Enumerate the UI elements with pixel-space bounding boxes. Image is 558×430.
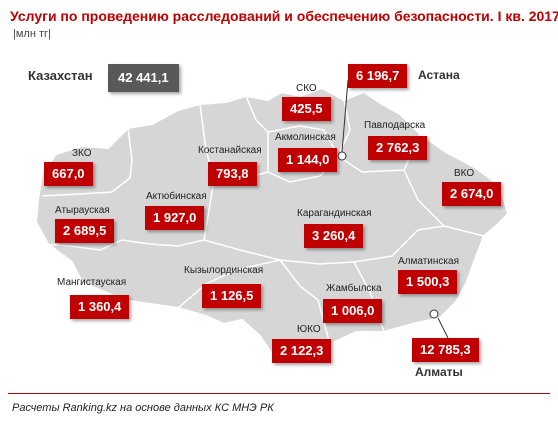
border-aktobe-south (121, 239, 205, 247)
value-pavlodar: 2 762,3 (368, 136, 428, 160)
footer-divider (8, 393, 550, 394)
unit-text: млн тг (15, 28, 49, 40)
border-vko (403, 169, 485, 237)
border-karaganda-south (203, 225, 445, 265)
chart-title: Услуги по проведению расследований и обе… (10, 8, 558, 24)
region-sko: СКО (296, 83, 317, 94)
region-pavlodar: Павлодарска (364, 120, 426, 131)
value-kostanay: 793,8 (208, 162, 257, 186)
region-astana: Астана (418, 68, 460, 82)
value-astana: 6 196,7 (348, 64, 408, 88)
kazakhstan-value: 42 441,1 (108, 64, 179, 92)
border-kostanay-sko (245, 95, 269, 133)
value-vko: 2 674,0 (442, 182, 502, 206)
value-kyzylorda: 1 126,5 (202, 284, 262, 308)
value-zhambyl: 1 006,0 (323, 299, 383, 323)
region-almaty-city: Алматы (415, 365, 463, 379)
source-note: Расчеты Ranking.kz на основе данных КС М… (12, 402, 274, 414)
value-zko: 667,0 (44, 162, 93, 186)
value-aktobe: 1 927,0 (145, 206, 205, 230)
value-atyrau: 2 689,5 (55, 219, 115, 243)
region-almaty-obl: Алматинская (398, 256, 459, 267)
value-karaganda: 3 260,4 (304, 224, 364, 248)
region-karaganda: Карагандинская (297, 208, 372, 219)
region-aktobe: Актюбинская (146, 191, 207, 202)
border-zko-atyrau (41, 177, 131, 197)
region-mangystau: Мангистауская (57, 277, 127, 288)
almaty-leader (437, 317, 449, 339)
region-zko: ЗКО (72, 148, 92, 159)
border-atyrau-mangystau (39, 239, 123, 251)
astana-marker (337, 151, 347, 161)
almaty-marker (429, 309, 439, 319)
region-kyzylorda: Кызылординская (184, 265, 264, 276)
value-mangystau: 1 360,4 (70, 295, 130, 319)
region-atyrau: Атырауская (55, 205, 110, 216)
unit-label: |млн тг| (13, 28, 51, 40)
value-yuko: 2 122,3 (272, 339, 332, 363)
astana-leader (341, 79, 349, 153)
region-akmola: Акмолинская (275, 132, 336, 143)
value-sko: 425,5 (282, 97, 331, 121)
region-kostanay: Костанайская (198, 145, 262, 156)
border-kyzylorda-south (177, 259, 281, 309)
region-zhambyl: Жамбылска (326, 283, 382, 294)
region-vko: ВКО (454, 168, 475, 179)
value-almaty-city: 12 785,3 (412, 338, 479, 362)
value-almaty-obl: 1 500,3 (398, 270, 458, 294)
kazakhstan-label: Казахстан (28, 68, 93, 83)
border-zko-aktobe (127, 127, 133, 179)
value-akmola: 1 144,0 (278, 148, 338, 172)
border-pavlodar (337, 99, 421, 173)
region-yuko: ЮКО (297, 324, 321, 335)
